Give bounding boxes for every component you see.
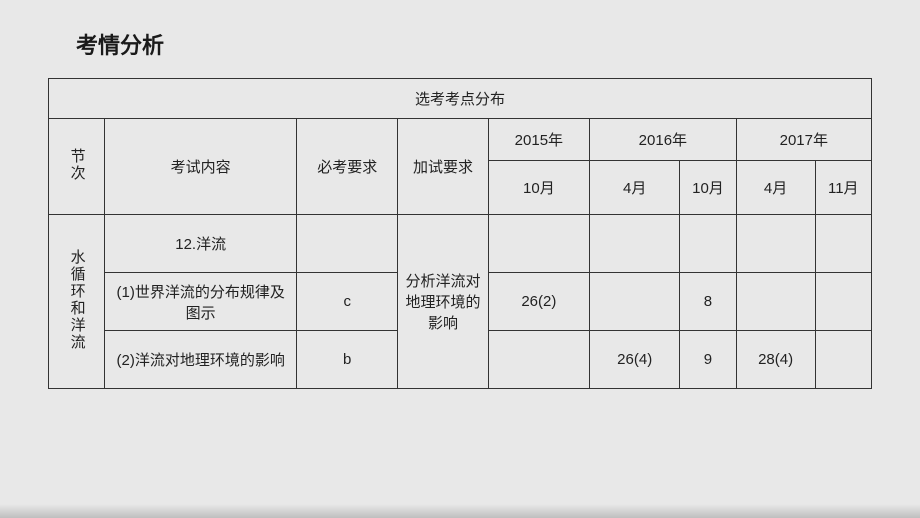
header-year-2016: 2016年 bbox=[590, 119, 737, 161]
must-cell: b bbox=[297, 331, 398, 389]
exam-distribution-table: 选考考点分布 节次 考试内容 必考要求 加试要求 2015年 2016年 201… bbox=[48, 78, 872, 389]
header-year-2017: 2017年 bbox=[736, 119, 871, 161]
cell-2016-oct bbox=[680, 215, 736, 273]
header-extra-req: 加试要求 bbox=[398, 119, 488, 215]
cell-2017-apr bbox=[736, 273, 815, 331]
content-cell: (2)洋流对地理环境的影响 bbox=[105, 331, 297, 389]
page-title: 考情分析 bbox=[76, 28, 872, 60]
cell-2016-apr bbox=[590, 273, 680, 331]
cell-2016-oct: 8 bbox=[680, 273, 736, 331]
header-2017-apr: 4月 bbox=[736, 161, 815, 215]
cell-2016-apr bbox=[590, 215, 680, 273]
content-cell: 12.洋流 bbox=[105, 215, 297, 273]
page-bottom-shadow bbox=[0, 504, 920, 518]
cell-2015-oct bbox=[488, 331, 589, 389]
header-section: 节次 bbox=[49, 119, 105, 215]
cell-2016-apr: 26(4) bbox=[590, 331, 680, 389]
cell-2017-apr: 28(4) bbox=[736, 331, 815, 389]
section-label: 水循环和洋流 bbox=[68, 249, 86, 351]
header-must-req: 必考要求 bbox=[297, 119, 398, 215]
table-caption-row: 选考考点分布 bbox=[49, 79, 872, 119]
header-year-2015: 2015年 bbox=[488, 119, 589, 161]
cell-2016-oct: 9 bbox=[680, 331, 736, 389]
header-2017-nov: 11月 bbox=[815, 161, 871, 215]
header-section-label: 节次 bbox=[68, 148, 86, 182]
table-row: 水循环和洋流 12.洋流 分析洋流对地理环境的影响 bbox=[49, 215, 872, 273]
table-caption: 选考考点分布 bbox=[49, 79, 872, 119]
page-container: 考情分析 选考考点分布 节次 考试内容 必考要求 加试要求 2015年 2016… bbox=[0, 0, 920, 518]
header-2016-oct: 10月 bbox=[680, 161, 736, 215]
must-cell bbox=[297, 215, 398, 273]
header-2016-apr: 4月 bbox=[590, 161, 680, 215]
table-header-year-row: 节次 考试内容 必考要求 加试要求 2015年 2016年 2017年 bbox=[49, 119, 872, 161]
section-cell: 水循环和洋流 bbox=[49, 215, 105, 389]
header-2015-oct: 10月 bbox=[488, 161, 589, 215]
must-cell: c bbox=[297, 273, 398, 331]
cell-2017-nov bbox=[815, 331, 871, 389]
header-exam-content: 考试内容 bbox=[105, 119, 297, 215]
cell-2015-oct bbox=[488, 215, 589, 273]
cell-2017-nov bbox=[815, 215, 871, 273]
content-cell: (1)世界洋流的分布规律及图示 bbox=[105, 273, 297, 331]
cell-2015-oct: 26(2) bbox=[488, 273, 589, 331]
cell-2017-nov bbox=[815, 273, 871, 331]
cell-2017-apr bbox=[736, 215, 815, 273]
extra-req-cell: 分析洋流对地理环境的影响 bbox=[398, 215, 488, 389]
